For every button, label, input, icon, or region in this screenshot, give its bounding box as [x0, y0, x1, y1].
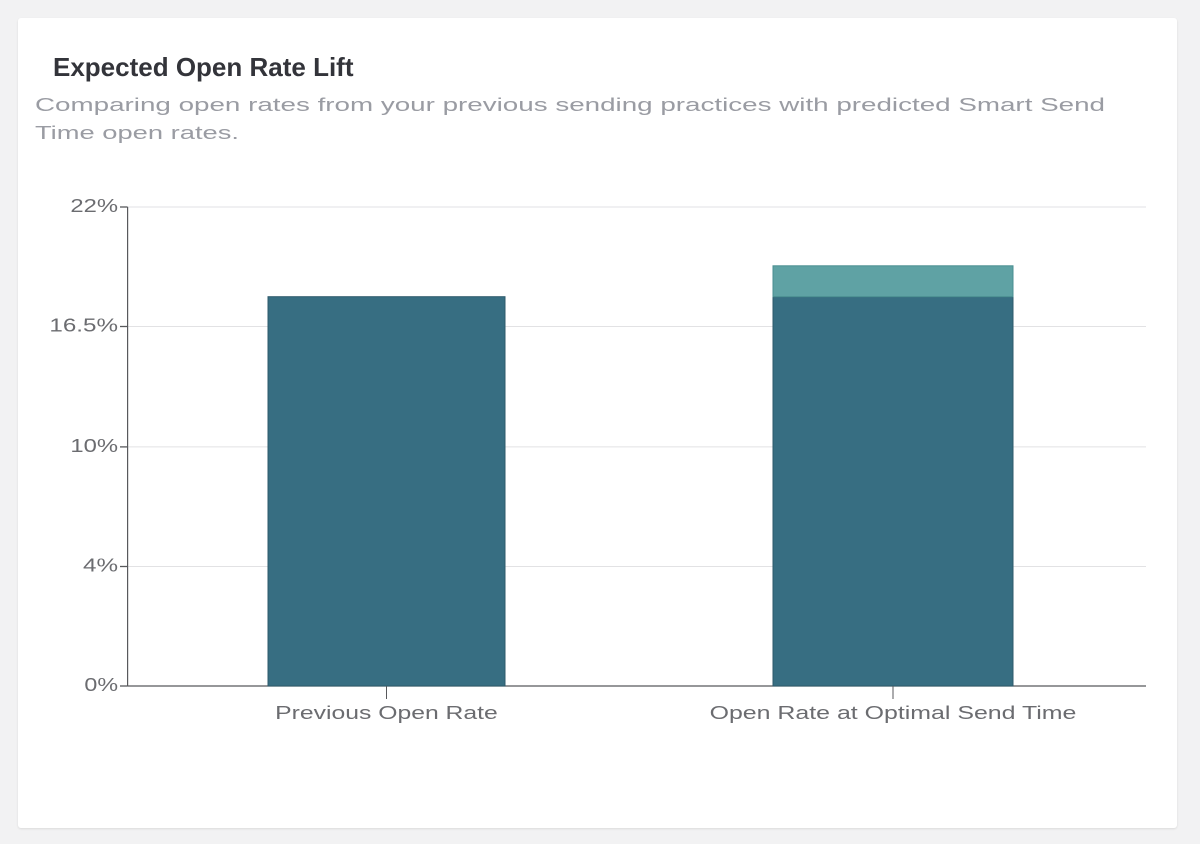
- svg-text:4%: 4%: [83, 556, 118, 576]
- svg-text:Previous Open Rate: Previous Open Rate: [275, 703, 498, 723]
- svg-text:10%: 10%: [70, 436, 118, 456]
- svg-text:22%: 22%: [70, 196, 118, 216]
- svg-text:Time open rates.: Time open rates.: [35, 123, 239, 143]
- svg-text:Open Rate at Optimal Send Time: Open Rate at Optimal Send Time: [710, 703, 1077, 723]
- svg-text:16.5%: 16.5%: [49, 316, 118, 336]
- svg-text:Comparing open rates from your: Comparing open rates from your previous …: [35, 95, 1105, 115]
- svg-text:0%: 0%: [84, 675, 118, 695]
